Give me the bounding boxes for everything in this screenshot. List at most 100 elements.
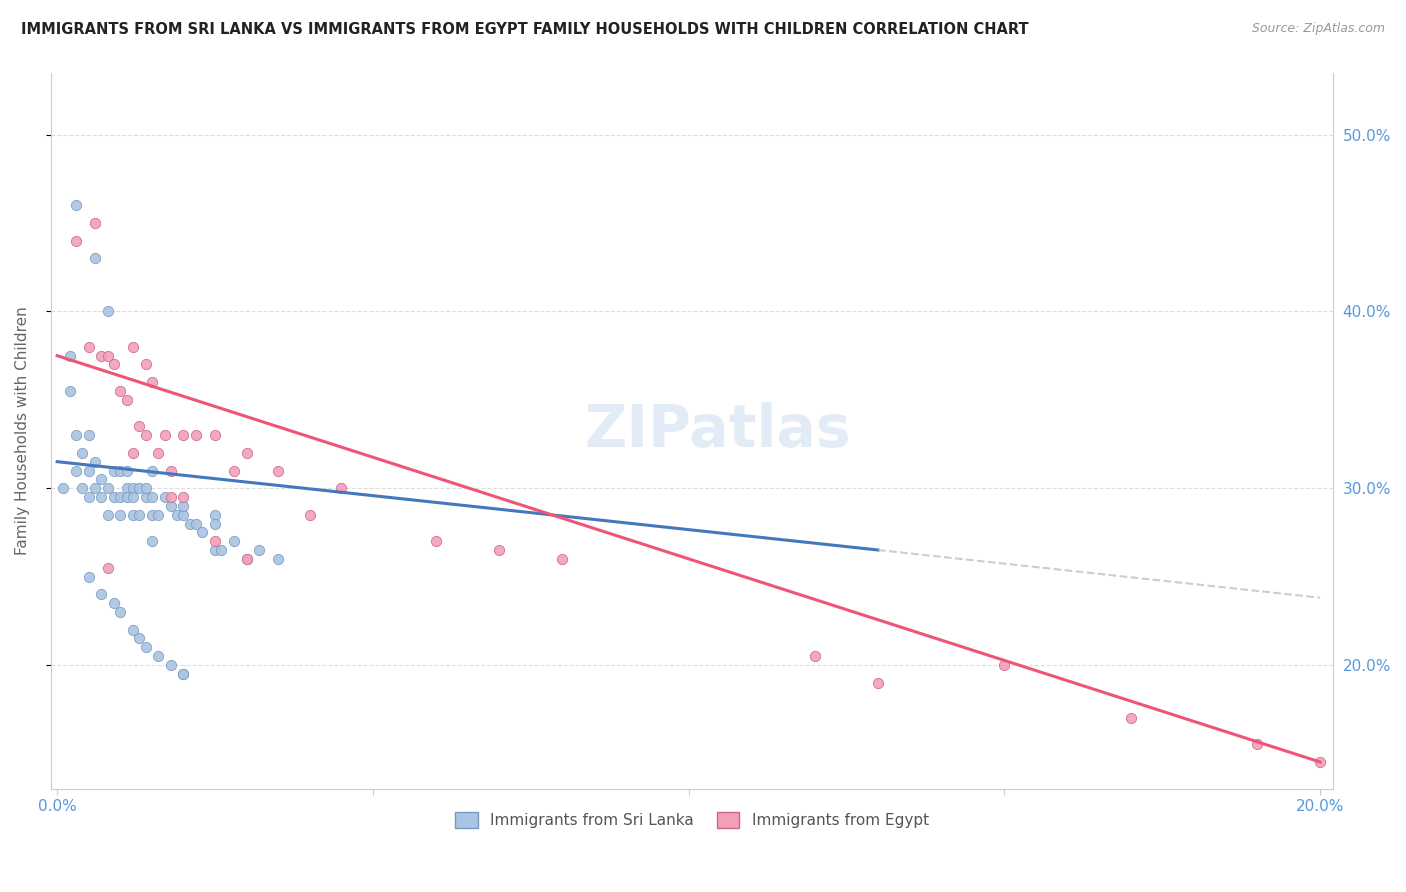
Point (135, 490, 157, 504)
Point (204, 516, 226, 531)
Point (122, 623, 145, 637)
Point (52, 481, 75, 495)
Point (135, 428, 157, 442)
Point (115, 463, 138, 477)
Point (103, 596, 125, 610)
Text: IMMIGRANTS FROM SRI LANKA VS IMMIGRANTS FROM EGYPT FAMILY HOUSEHOLDS WITH CHILDR: IMMIGRANTS FROM SRI LANKA VS IMMIGRANTS … (21, 22, 1029, 37)
Point (77, 428, 100, 442)
Point (110, 463, 132, 477)
Point (166, 508, 188, 522)
Point (267, 552, 290, 566)
Point (90, 490, 112, 504)
Point (72, 481, 94, 495)
Point (65, 428, 87, 442)
Point (115, 490, 138, 504)
Point (135, 481, 157, 495)
Point (84, 252, 107, 266)
Point (425, 534, 447, 549)
Point (1119, 711, 1142, 725)
Point (110, 508, 132, 522)
Point (184, 516, 207, 531)
Point (141, 375, 163, 389)
Point (148, 508, 170, 522)
Point (77, 569, 100, 583)
Point (141, 508, 163, 522)
Point (204, 543, 226, 558)
Point (90, 472, 112, 486)
Point (59, 384, 82, 398)
Text: Source: ZipAtlas.com: Source: ZipAtlas.com (1251, 22, 1385, 36)
Point (222, 534, 245, 549)
Point (97, 349, 120, 363)
Point (172, 490, 194, 504)
Point (97, 560, 120, 574)
Point (868, 675, 890, 690)
Point (110, 605, 132, 619)
Point (172, 666, 194, 681)
Point (330, 481, 353, 495)
Point (128, 481, 150, 495)
Point (84, 455, 107, 469)
Point (59, 349, 82, 363)
Point (159, 490, 181, 504)
Point (179, 516, 201, 531)
Point (122, 481, 145, 495)
Point (65, 234, 87, 248)
Point (204, 534, 226, 549)
Point (235, 552, 257, 566)
Point (172, 428, 194, 442)
Point (172, 508, 194, 522)
Point (122, 490, 145, 504)
Text: ZIPatlas: ZIPatlas (583, 402, 851, 459)
Point (103, 463, 125, 477)
Point (103, 490, 125, 504)
Point (141, 463, 163, 477)
Point (204, 428, 226, 442)
Point (551, 552, 574, 566)
Point (77, 340, 100, 354)
Point (172, 499, 194, 513)
Point (153, 428, 176, 442)
Point (1246, 737, 1268, 751)
Point (141, 534, 163, 549)
Point (222, 463, 245, 477)
Point (1309, 755, 1331, 769)
Point (128, 632, 150, 646)
Point (115, 481, 138, 495)
Point (804, 648, 827, 663)
Point (153, 490, 176, 504)
Point (235, 446, 257, 460)
Point (97, 304, 120, 318)
Point (115, 392, 138, 407)
Legend: Immigrants from Sri Lanka, Immigrants from Egypt: Immigrants from Sri Lanka, Immigrants fr… (449, 806, 935, 835)
Point (128, 508, 150, 522)
Point (122, 508, 145, 522)
Point (97, 508, 120, 522)
Point (148, 446, 170, 460)
Point (90, 587, 112, 601)
Point (209, 543, 232, 558)
Point (204, 508, 226, 522)
Point (247, 543, 270, 558)
Point (184, 428, 207, 442)
Y-axis label: Family Households with Children: Family Households with Children (15, 306, 30, 555)
Point (84, 216, 107, 230)
Point (172, 666, 194, 681)
Point (110, 384, 132, 398)
Point (148, 648, 170, 663)
Point (141, 490, 163, 504)
Point (77, 490, 100, 504)
Point (72, 446, 94, 460)
Point (135, 358, 157, 372)
Point (159, 499, 181, 513)
Point (122, 340, 145, 354)
Point (97, 481, 120, 495)
Point (298, 508, 321, 522)
Point (159, 463, 181, 477)
Point (122, 446, 145, 460)
Point (191, 525, 214, 540)
Point (159, 657, 181, 672)
Point (90, 349, 112, 363)
Point (77, 463, 100, 477)
Point (65, 463, 87, 477)
